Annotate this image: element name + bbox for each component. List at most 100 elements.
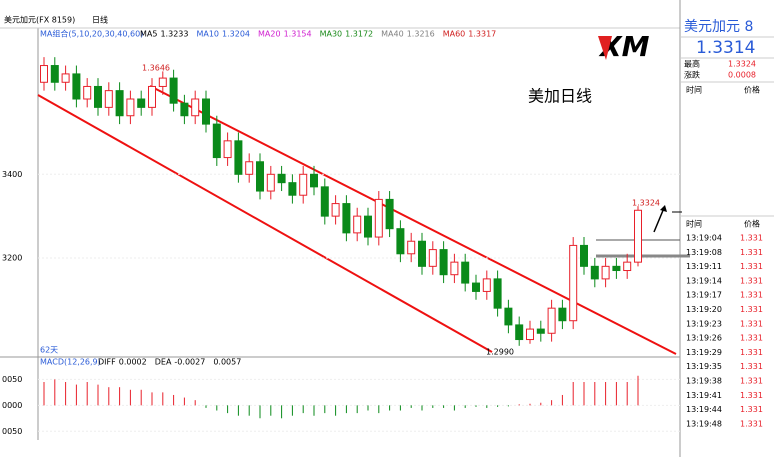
quote-name: 美元加元 8 [684,19,753,35]
candle-body [634,209,642,263]
indicator-title[interactable]: MACD(12,26,9) [40,358,101,367]
trade-price: 1.331 [740,276,763,285]
candle-body [374,198,383,238]
trade-time: 13:19:14 [686,276,722,285]
y-tick-label: 3400 [2,170,22,179]
indicator-value: 1.3233 [160,30,188,39]
label: 最高 [684,59,700,69]
trade-price: 1.331 [740,391,763,400]
trend-line [37,94,493,353]
indicator-value: 1.3154 [284,30,312,39]
trade-price: 1.331 [740,377,763,386]
candle-body [331,203,340,217]
y-tick-label: 3200 [2,253,22,262]
window-title: 美元加元(FX 8159) [4,15,75,25]
candle-body [364,215,372,238]
trade-price: 1.331 [740,348,763,357]
candle-body [547,307,556,334]
candle-body [569,244,578,322]
candle-body [83,85,92,100]
trade-price: 1.331 [740,319,763,328]
indicator-name: MA40 [381,30,404,39]
annotation: 1.3324 [632,199,660,208]
candle-body [450,261,459,276]
candle-body [245,161,254,175]
candle-body [169,77,178,104]
candle-body [623,261,632,272]
trade-price: 1.331 [740,234,763,243]
candle-body [482,278,491,292]
annotation: 62天 [40,346,58,355]
trade-price: 1.331 [740,405,763,414]
indicator-title[interactable]: MA组合(5,10,20,30,40,60) [40,29,143,39]
value: 0.0008 [728,71,756,80]
trade-price: 1.331 [740,248,763,257]
period[interactable]: 日线 [92,15,108,25]
trade-time: 13:19:20 [686,305,722,314]
indicator-name: MA30 [320,30,343,39]
trade-time: 13:19:11 [686,262,722,271]
quote-price: 1.3314 [696,38,755,58]
indicator-value: 1.3216 [407,30,435,39]
trade-time: 13:19:29 [686,348,722,357]
column-header: 价格 [744,219,760,229]
candle-body [277,173,286,184]
candle-body [310,173,318,188]
candle-body [342,203,351,234]
indicator-value: 1.3317 [468,30,496,39]
indicator-value: 1.3172 [345,30,373,39]
y-tick-label: 0050 [2,427,22,436]
indicator-value: 0.0057 [213,358,241,367]
trade-time: 13:19:04 [686,234,722,243]
annotation: 1.3646 [142,64,170,73]
candle-body [558,307,567,322]
trade-time: 13:19:23 [686,319,722,328]
arrow [653,207,665,233]
trade-time: 13:19:44 [686,405,722,414]
candle-body [472,282,480,292]
trade-time: 13:19:41 [686,391,722,400]
candle-body [385,198,394,230]
candle-body [407,240,416,255]
candle-body [288,182,297,196]
trade-time: 13:19:08 [686,248,722,257]
annotation: 美加日线 [528,87,592,106]
trade-time: 13:19:38 [686,377,722,386]
candle-body [266,173,275,192]
trade-time: 13:19:48 [686,419,722,428]
candle-body [439,249,448,276]
candle-body [137,98,146,108]
trend-line [149,85,677,355]
candle-body [493,278,502,309]
candle-body [428,249,437,267]
candle-body [526,328,534,341]
column-header: 时间 [686,85,702,95]
trade-price: 1.331 [740,362,763,371]
candle-body [104,90,113,108]
trade-price: 1.331 [740,262,763,271]
candle-body [115,90,124,117]
candle-body [223,140,232,159]
arrow-head [660,205,667,212]
candle-body [256,161,264,192]
trade-price: 1.331 [740,291,763,300]
candle-body [396,228,405,255]
candle-body [212,123,221,159]
trade-price: 1.331 [740,334,763,343]
column-header: 时间 [686,219,702,229]
trade-price: 1.331 [740,419,763,428]
candle-body [148,85,156,108]
candle-body [461,261,470,284]
y-tick-label: 0050 [2,375,22,384]
candle-body [536,328,545,334]
indicator-name: DIFF [98,358,116,367]
candle-body [40,65,48,83]
trade-price: 1.331 [740,305,763,314]
candle-body [202,98,210,125]
candle-body [126,98,135,117]
trade-time: 13:19:35 [686,362,722,371]
candle-body [504,307,513,326]
candle-body [580,244,588,267]
candle-body [61,73,70,83]
